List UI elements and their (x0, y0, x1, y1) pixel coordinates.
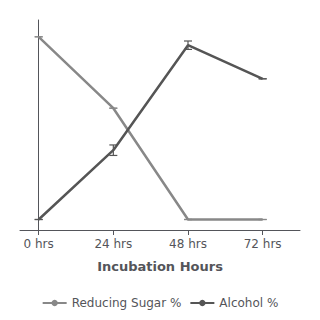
svg-text:Incubation Hours: Incubation Hours (97, 259, 223, 274)
svg-text:0 hrs: 0 hrs (24, 237, 54, 251)
svg-text:Reducing Sugar %: Reducing Sugar % (72, 296, 182, 310)
svg-text:Alcohol %: Alcohol % (219, 296, 278, 310)
svg-text:72 hrs: 72 hrs (244, 237, 282, 251)
svg-text:24 hrs: 24 hrs (94, 237, 132, 251)
svg-text:48 hrs: 48 hrs (169, 237, 207, 251)
